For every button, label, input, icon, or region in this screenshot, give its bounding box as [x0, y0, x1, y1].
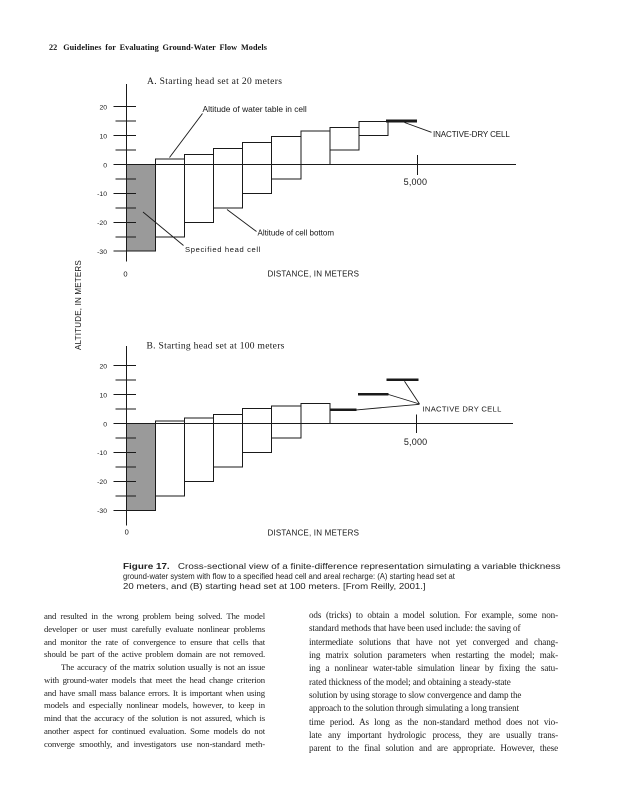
svg-text:5,000: 5,000	[404, 177, 428, 187]
svg-text:-20: -20	[97, 479, 107, 486]
svg-text:A. Starting head set at 20 met: A. Starting head set at 20 meters	[147, 77, 282, 87]
svg-text:INACTIVE-DRY CELL: INACTIVE-DRY CELL	[433, 130, 510, 139]
svg-text:0: 0	[103, 162, 107, 169]
svg-text:-30: -30	[97, 249, 107, 256]
svg-text:-20: -20	[97, 220, 107, 227]
svg-text:0: 0	[125, 527, 129, 536]
svg-text:20: 20	[99, 364, 107, 371]
svg-text:10: 10	[99, 392, 107, 399]
svg-text:Altitude of water table in cel: Altitude of water table in cell	[203, 104, 307, 114]
svg-text:Specified head cell: Specified head cell	[185, 245, 261, 254]
svg-text:10: 10	[99, 133, 107, 140]
svg-text:-10: -10	[97, 191, 107, 198]
svg-text:0: 0	[123, 270, 127, 279]
svg-text:ALTITUDE, IN METERS: ALTITUDE, IN METERS	[74, 260, 83, 350]
svg-text:-10: -10	[97, 450, 107, 457]
svg-text:Altitude of cell bottom: Altitude of cell bottom	[258, 229, 335, 238]
svg-text:0: 0	[103, 421, 107, 428]
svg-text:5,000: 5,000	[404, 437, 428, 447]
svg-text:B. Starting head set at 100 me: B. Starting head set at 100 meters	[147, 342, 285, 352]
svg-text:-30: -30	[97, 508, 107, 515]
svg-text:20: 20	[99, 105, 107, 112]
svg-text:DISTANCE, IN METERS: DISTANCE, IN METERS	[268, 528, 360, 537]
svg-text:DISTANCE, IN METERS: DISTANCE, IN METERS	[268, 269, 360, 278]
svg-text:INACTIVE DRY CELL: INACTIVE DRY CELL	[423, 405, 502, 414]
